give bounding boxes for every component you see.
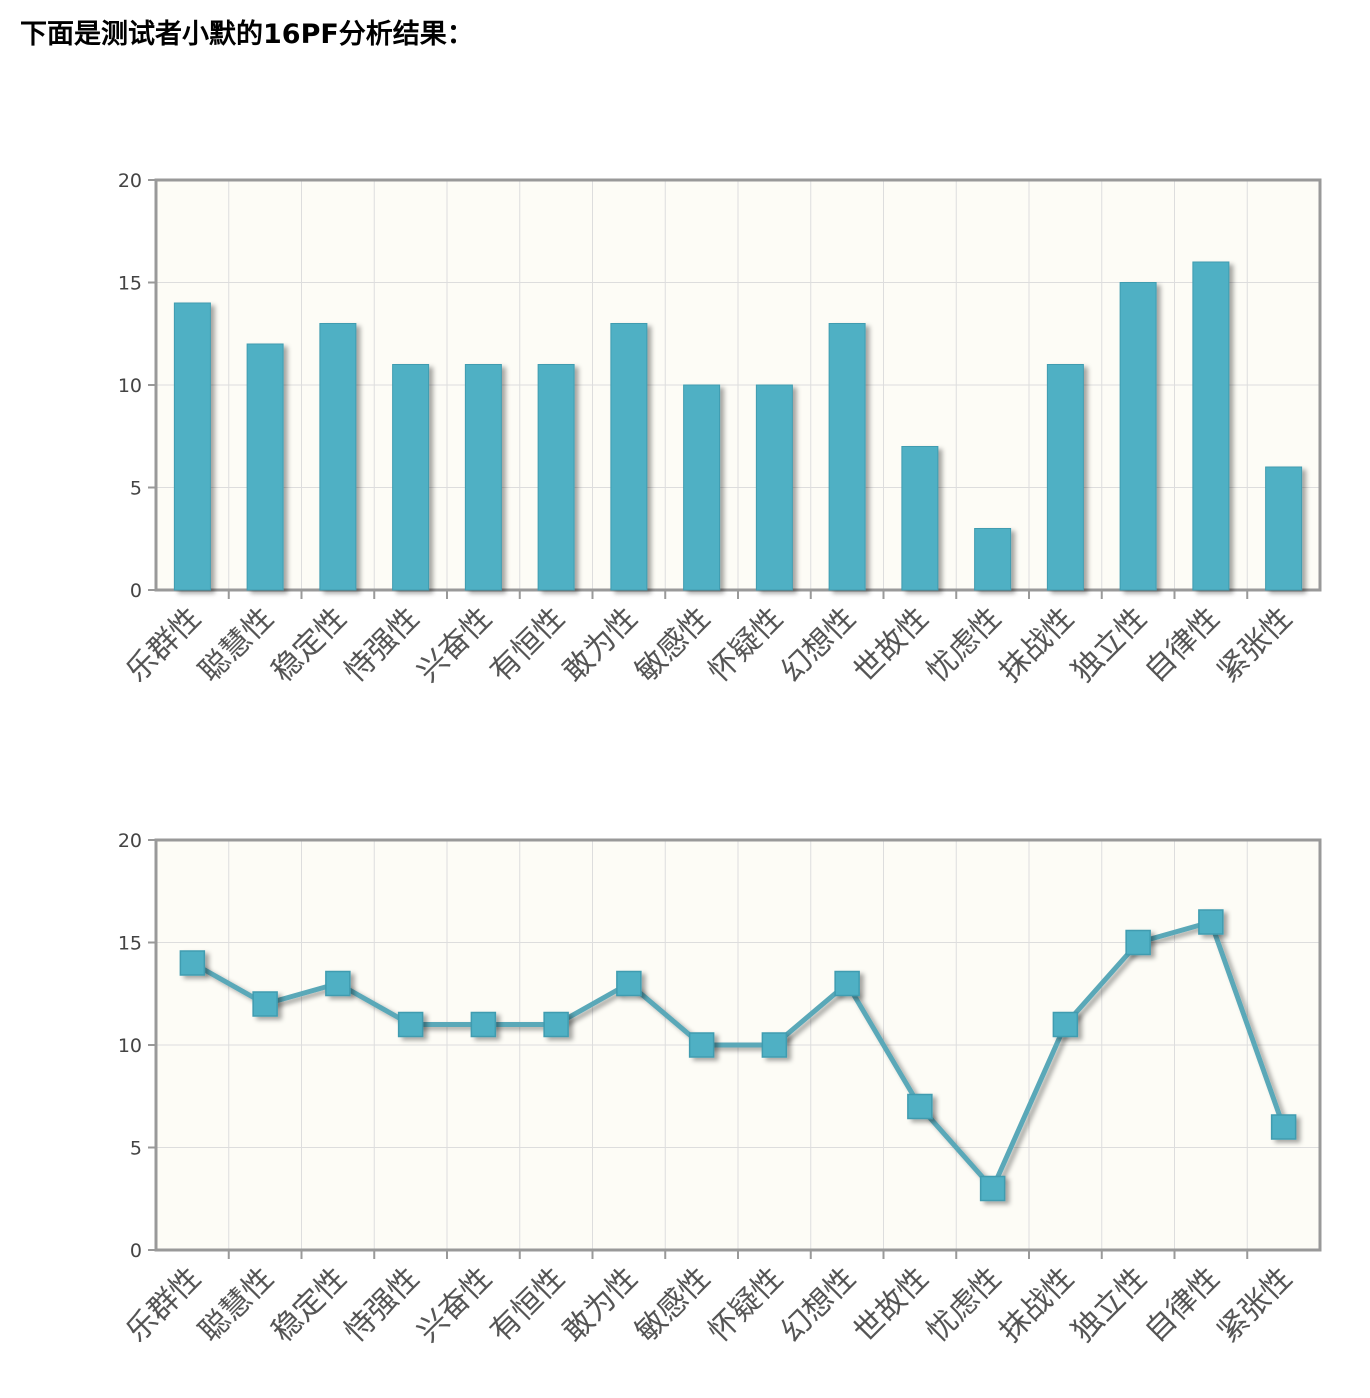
y-tick-label: 15 [118, 933, 142, 955]
bar [1265, 466, 1303, 591]
data-point-marker [543, 1011, 569, 1038]
bar [1046, 364, 1084, 591]
category-label: 敢为性 [556, 1261, 644, 1349]
category-label: 幻想性 [774, 1261, 862, 1349]
category-label: 兴奋性 [411, 1261, 499, 1349]
plot-border [154, 838, 1322, 1252]
y-tick-label: 20 [118, 170, 142, 192]
bar [246, 343, 284, 591]
category-label: 乐群性 [120, 601, 208, 689]
data-point-marker [179, 950, 206, 976]
category-label: 自律性 [1138, 601, 1226, 689]
page-title: 下面是测试者小默的16PF分析结果： [20, 19, 474, 50]
y-tick-label: 10 [118, 375, 142, 397]
category-label: 有恒性 [483, 1261, 571, 1349]
y-tick-label: 0 [130, 1240, 142, 1262]
data-point-marker [616, 970, 642, 997]
bar [464, 364, 502, 591]
bar [901, 446, 939, 591]
category-label: 敏感性 [629, 601, 717, 689]
data-point-marker [1125, 929, 1151, 956]
category-label: 有恒性 [483, 601, 571, 689]
bar [392, 364, 430, 591]
plot-border [154, 178, 1322, 592]
bar-chart: 0 5 10 15 20 乐群性 聪慧性 稳定性 恃强性 兴奋性 有恒性 敢为性 敏感性 怀疑性 幻想性 世故… [0, 150, 1370, 720]
bar [173, 302, 211, 591]
bar [610, 323, 648, 591]
category-label: 独立性 [1065, 1261, 1153, 1349]
category-label: 幻想性 [774, 601, 862, 689]
bar [1119, 282, 1157, 591]
y-tick-label: 5 [130, 1138, 142, 1160]
category-label: 聪慧性 [192, 601, 280, 689]
category-label: 恃强性 [338, 1261, 426, 1349]
category-label: 抹战性 [993, 601, 1081, 689]
category-label: 恃强性 [338, 601, 426, 689]
category-label: 聪慧性 [192, 1261, 280, 1349]
y-tick-label: 20 [118, 830, 142, 852]
data-point-marker [907, 1093, 933, 1120]
category-label: 紧张性 [1211, 1261, 1299, 1349]
data-point-marker [1198, 909, 1224, 935]
category-label: 独立性 [1065, 601, 1153, 689]
bar [755, 384, 793, 591]
category-label: 抹战性 [993, 1261, 1081, 1349]
category-label: 忧虑性 [920, 601, 1008, 689]
y-tick-label: 0 [130, 580, 142, 602]
category-label: 兴奋性 [411, 601, 499, 689]
line-chart: 0 5 10 15 20 乐群性 聪慧性 稳定性 恃强性 兴奋性 有恒性 敢为性 敏感性 怀疑性 幻想性 世故… [0, 810, 1370, 1390]
category-label: 世故性 [847, 601, 935, 689]
category-label: 怀疑性 [702, 1261, 790, 1349]
data-point-marker [470, 1011, 497, 1038]
bar-chart-svg: 0 5 10 15 20 乐群性聪慧性稳定性恃强性兴奋性有恒性敢为性敏感性怀疑性幻想性世故… [118, 170, 1322, 689]
category-label: 怀疑性 [702, 601, 790, 689]
bar [683, 384, 721, 591]
category-label: 紧张性 [1211, 601, 1299, 689]
y-tick-label: 15 [118, 273, 142, 295]
data-point-marker [688, 1032, 715, 1058]
category-label: 乐群性 [120, 1261, 208, 1349]
data-point-marker [397, 1011, 424, 1038]
line-chart-svg: 0 5 10 15 20 乐群性聪慧性稳定性恃强性兴奋性有恒性敢为性敏感性怀疑性幻想性世故… [118, 830, 1322, 1349]
category-label: 稳定性 [265, 1261, 353, 1349]
data-point-marker [325, 970, 351, 997]
y-tick-label: 5 [130, 478, 142, 500]
category-label: 稳定性 [265, 601, 353, 689]
category-label: 敢为性 [556, 601, 644, 689]
data-point-marker [1052, 1011, 1079, 1038]
bar [828, 323, 866, 591]
bar [1192, 261, 1230, 591]
category-label: 世故性 [847, 1261, 935, 1349]
y-tick-label: 10 [118, 1035, 142, 1057]
category-label: 忧虑性 [920, 1261, 1008, 1349]
bar [974, 528, 1012, 591]
data-point-marker [979, 1175, 1006, 1202]
data-point-marker [252, 991, 278, 1017]
bar [319, 323, 357, 591]
category-label: 敏感性 [629, 1261, 717, 1349]
data-point-marker [834, 970, 860, 997]
data-point-marker [1270, 1114, 1297, 1140]
series-line [191, 919, 1286, 1191]
category-label: 自律性 [1138, 1261, 1226, 1349]
data-point-marker [761, 1032, 788, 1058]
bar [537, 364, 575, 591]
